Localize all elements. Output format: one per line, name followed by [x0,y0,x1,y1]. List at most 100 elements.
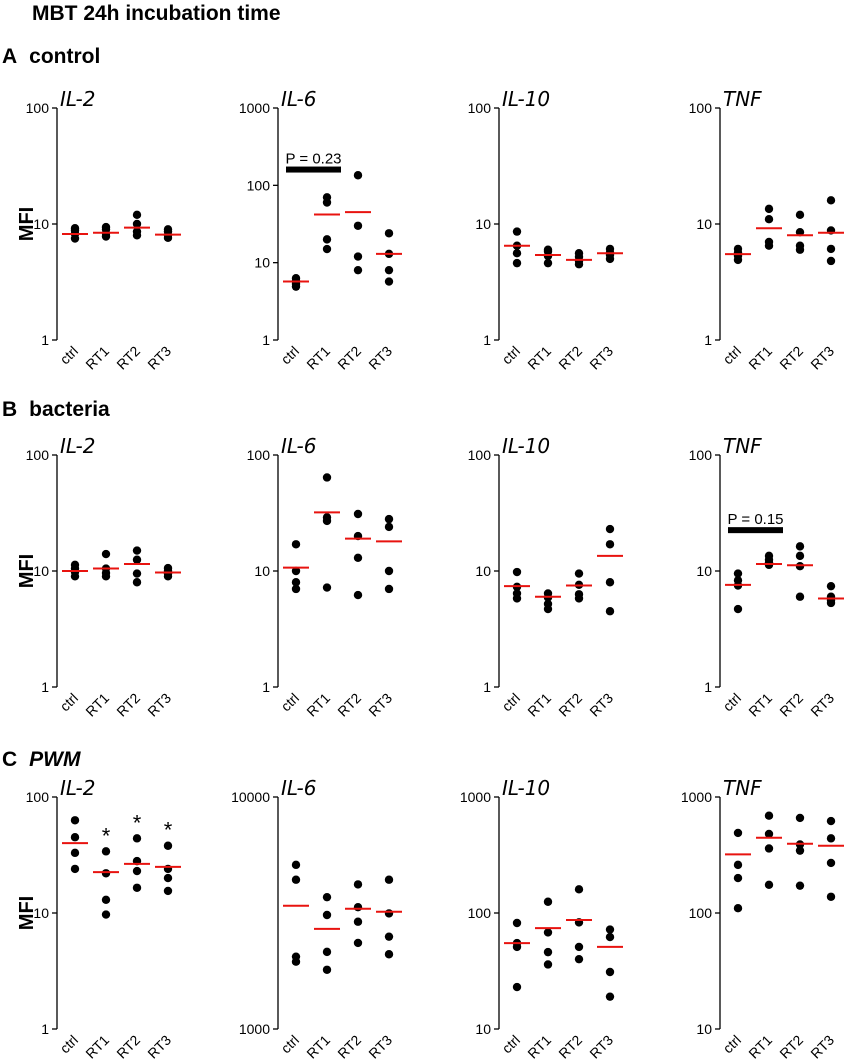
x-category-label: RT3 [144,690,174,720]
y-tick-label: 100 [689,100,713,116]
x-category-label: ctrl [278,690,303,715]
data-point [605,967,615,977]
x-category-label: RT1 [745,1032,775,1062]
data-point [512,982,522,992]
y-tick-label: 1000 [460,789,491,805]
x-category-label: RT1 [303,690,333,720]
data-point [795,542,805,551]
y-tick-label: 1 [41,332,49,348]
data-point [353,265,363,275]
data-point [605,932,615,942]
data-point [163,841,173,850]
row-condition: bacteria [29,398,110,421]
data-point [70,560,80,570]
data-point [322,892,332,902]
x-category-label: RT3 [144,343,174,373]
data-point [163,886,173,896]
x-category-label: RT1 [303,343,333,373]
data-point [733,244,743,254]
x-category-label: ctrl [57,690,82,715]
data-point [132,219,142,229]
y-tick-label: 100 [247,177,271,193]
y-axis-label: MFI [16,554,38,588]
data-point [826,581,836,591]
data-point [733,828,743,838]
y-tick-label: 10 [696,216,712,232]
x-category-label: RT1 [524,690,554,720]
row-letter: B [2,398,18,421]
row-condition: PWM [29,748,81,771]
data-point [512,258,522,268]
data-point [733,860,743,870]
data-point [70,833,80,842]
data-point [353,553,363,562]
data-point [132,866,142,876]
x-category-label: RT1 [745,690,775,720]
data-point [512,589,522,598]
panel-title: IL-10 [502,776,550,800]
y-tick-label: 100 [26,447,50,463]
data-point [132,546,142,555]
y-tick-label: 1 [41,679,49,695]
x-category-label: RT2 [555,1032,585,1062]
data-point [353,590,363,600]
y-tick-label: 100 [26,100,50,116]
data-point [795,592,805,601]
significance-star: * [164,818,173,843]
data-point [322,193,332,202]
y-axis-label: MFI [16,207,38,241]
data-point [291,273,301,283]
data-point [512,567,522,577]
y-tick-label: 1 [262,679,270,695]
row-letter: A [2,45,18,68]
x-category-label: RT3 [365,343,395,373]
x-category-label: RT3 [365,690,395,720]
data-point [543,897,553,906]
panel-title: IL-6 [281,776,316,800]
data-point [826,892,836,901]
data-point [101,847,111,856]
data-point [384,909,394,918]
y-tick-label: 100 [247,447,271,463]
data-point [795,551,805,561]
y-tick-label: 10 [475,216,491,232]
data-point [574,590,584,599]
data-point [384,229,394,238]
data-point [574,885,584,894]
significance-star: * [133,810,142,835]
data-point [764,829,774,839]
y-tick-label: 1 [704,332,712,348]
data-point [605,244,615,254]
data-point [605,992,615,1001]
panel-title: IL-6 [281,87,316,111]
panel-title: IL-2 [60,87,95,111]
y-tick-label: 1000 [681,789,712,805]
data-point [384,277,394,286]
panel-title: IL-10 [502,87,550,111]
y-tick-label: 1 [483,332,491,348]
data-point [764,237,774,247]
data-point [764,844,774,853]
x-category-label: RT2 [776,690,806,720]
data-point [322,583,332,592]
data-point [826,816,836,826]
data-point [163,225,173,234]
x-category-label: RT3 [586,690,616,720]
data-point [826,858,836,868]
x-category-label: RT2 [776,1032,806,1062]
y-axis-label: MFI [16,896,38,930]
data-point [512,918,522,928]
data-point [322,244,332,254]
y-tick-label: 10 [33,905,49,921]
data-point [384,514,394,524]
data-point [574,249,584,258]
y-tick-label: 10000 [231,789,270,805]
x-category-label: RT3 [807,1032,837,1062]
data-point [574,569,584,578]
data-point [291,540,301,549]
y-tick-label: 100 [26,789,50,805]
data-point [826,256,836,266]
data-point [512,227,522,236]
x-category-label: RT2 [555,690,585,720]
